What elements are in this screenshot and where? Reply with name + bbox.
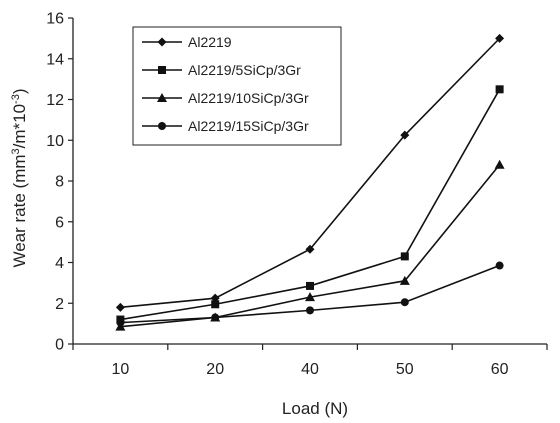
y-axis-title-sup2: -3: [10, 94, 22, 104]
data-point: [495, 85, 504, 94]
y-axis-title: Wear rate (mm3/m*10-3): [10, 88, 29, 267]
series-layer: [115, 33, 505, 331]
legend-marker: [157, 37, 167, 47]
legend-entry-3: Al2219/10SiCp/3Gr: [142, 90, 309, 106]
legend-entry-1: Al2219: [142, 34, 232, 50]
legend-label: Al2219/15SiCp/3Gr: [188, 118, 309, 134]
legend: Al2219 Al2219/5SiCp/3Gr Al2219/10SiCp/3Gr A…: [132, 26, 342, 146]
data-point: [115, 302, 125, 312]
x-tick-label: 60: [491, 361, 509, 378]
data-point: [400, 252, 409, 261]
data-point: [116, 318, 125, 327]
data-point: [494, 159, 505, 169]
y-axis-title-prefix: Wear rate (mm: [10, 154, 29, 267]
data-point: [211, 300, 220, 309]
legend-marker: [158, 66, 166, 74]
x-axis-ticks: 10 20 40 50 60: [72, 344, 548, 378]
legend-entry-2: Al2219/5SiCp/3Gr: [142, 62, 301, 78]
x-tick-label: 50: [396, 361, 414, 378]
legend-entry-4: Al2219/15SiCp/3Gr: [142, 118, 309, 134]
data-point: [306, 281, 314, 290]
data-point: [305, 244, 315, 254]
x-axis-title: Load (N): [282, 399, 348, 418]
y-axis-ticks: 0 2 4 6 8 10 12 14 16: [46, 11, 73, 354]
y-tick-label: 10: [46, 133, 64, 150]
y-tick-label: 12: [46, 92, 64, 109]
series-4: [116, 261, 504, 327]
data-point: [306, 306, 314, 315]
y-tick-label: 2: [55, 296, 64, 313]
y-tick-label: 16: [46, 11, 64, 28]
data-point: [399, 275, 410, 285]
legend-label: Al2219/10SiCp/3Gr: [188, 90, 309, 106]
data-point: [400, 298, 409, 307]
x-tick-label: 10: [112, 361, 130, 378]
y-axis-title-sup1: 3: [10, 148, 22, 154]
data-point: [495, 261, 504, 270]
series-1: [115, 33, 505, 312]
x-tick-label: 40: [301, 361, 319, 378]
legend-marker: [158, 122, 166, 130]
y-tick-label: 8: [55, 174, 64, 191]
y-tick-label: 6: [55, 214, 64, 231]
y-axis-title-suffix: ): [10, 88, 29, 94]
y-tick-label: 4: [55, 255, 64, 272]
legend-label: Al2219/5SiCp/3Gr: [188, 62, 301, 78]
y-tick-label: 0: [55, 337, 64, 354]
legend-marker: [157, 93, 167, 102]
x-tick-label: 20: [206, 361, 224, 378]
y-axis-title-mid: /m*10: [10, 104, 29, 148]
data-point: [305, 292, 315, 302]
data-point: [400, 130, 410, 140]
legend-label: Al2219: [188, 34, 232, 50]
data-point: [495, 33, 505, 43]
data-point: [211, 313, 220, 322]
y-tick-label: 14: [46, 51, 64, 68]
